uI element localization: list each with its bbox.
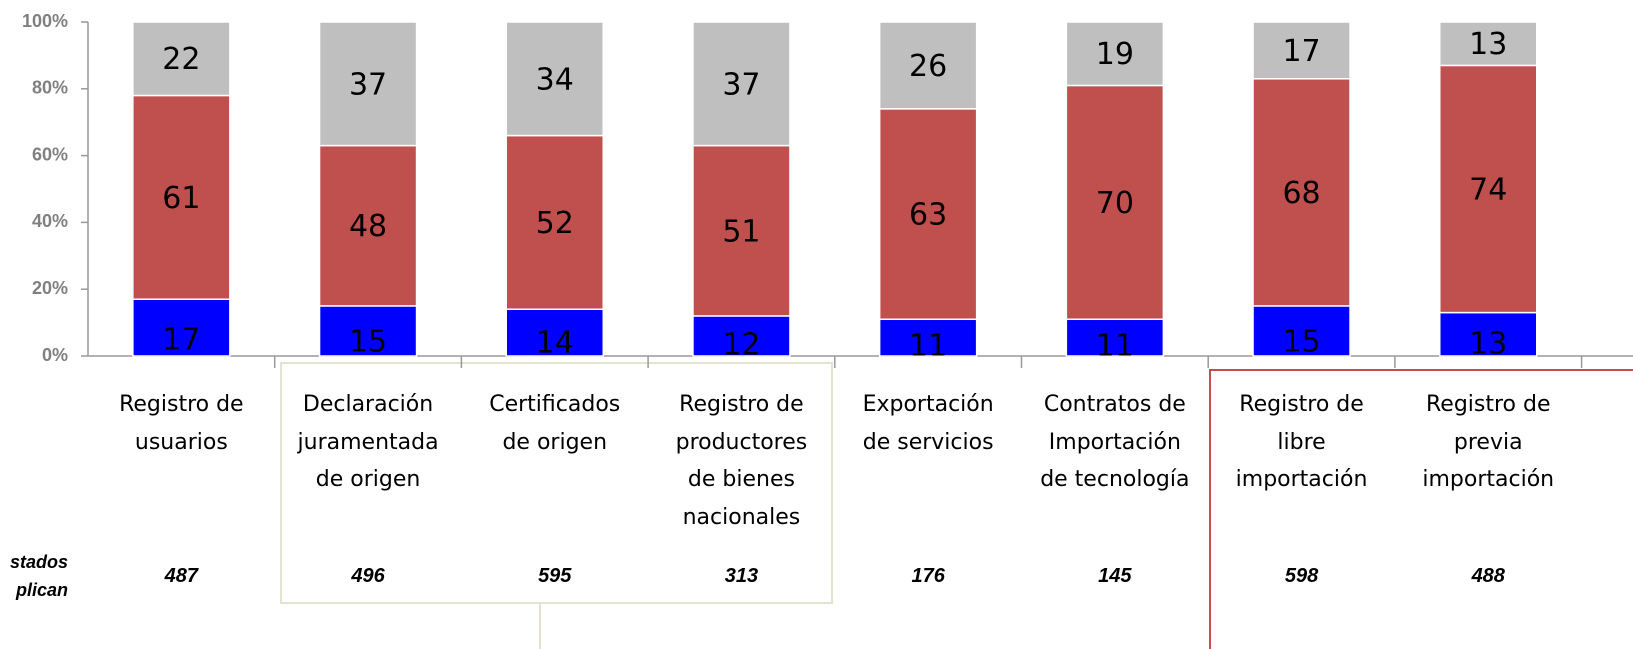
data-label: 17 (162, 322, 200, 357)
bar-segment (1439, 311, 1538, 357)
data-label: 68 (1282, 176, 1320, 211)
bar-segment (318, 21, 418, 147)
count-label: 496 (351, 565, 385, 587)
count-label: 313 (724, 565, 759, 587)
x-tick-label: Registro de usuarios (119, 392, 244, 455)
row-label: stados plican (9, 552, 68, 600)
highlight-box (1209, 369, 1633, 649)
data-label: 34 (536, 62, 574, 97)
x-tick-label: Registro de previa importación (1422, 392, 1555, 492)
data-label: 14 (536, 325, 574, 360)
data-label: 51 (722, 214, 760, 249)
y-tick-label: 60% (32, 144, 68, 164)
bar-segment (692, 315, 791, 357)
data-label: 11 (1096, 328, 1134, 363)
x-tick-label: Registro de productores de bienes nacion… (675, 392, 808, 530)
data-label: 17 (1282, 34, 1320, 69)
data-label: 13 (1469, 27, 1507, 62)
count-label: 487 (164, 565, 199, 587)
bar-segment (1252, 21, 1351, 80)
x-tick-label: Contratos de Importación de tecnología (1040, 392, 1190, 492)
count-label: 145 (1098, 565, 1132, 587)
y-tick-label: 100% (22, 11, 68, 31)
bar-segment (318, 305, 418, 357)
data-label: 19 (1096, 37, 1134, 72)
data-label: 13 (1469, 326, 1507, 361)
bar-segment (1065, 21, 1165, 87)
group-box (280, 362, 833, 604)
x-tick-label: Declaración juramentada de origen (297, 392, 439, 492)
bar-segment (878, 108, 978, 321)
bar-segment (132, 94, 231, 300)
count-label: 488 (1471, 565, 1505, 587)
bar-segment (1439, 21, 1538, 67)
data-label: 74 (1469, 173, 1507, 208)
bar-segment (505, 308, 604, 357)
bar-segment (1252, 305, 1351, 357)
bar-segment (505, 134, 604, 310)
bar-segment (692, 144, 791, 317)
y-tick-label: 0% (42, 345, 68, 365)
data-label: 15 (349, 324, 387, 359)
y-tick-label: 20% (32, 278, 68, 298)
count-label: 176 (911, 565, 945, 587)
data-label: 37 (349, 67, 387, 102)
data-label: 26 (909, 49, 947, 84)
bar-segment (1252, 78, 1351, 307)
y-tick-label: 80% (32, 78, 68, 98)
data-label: 37 (722, 67, 760, 102)
bar-segment (1439, 64, 1538, 314)
bar-segment (878, 21, 978, 110)
data-label: 12 (722, 327, 760, 362)
data-label: 52 (536, 206, 574, 241)
data-label: 70 (1096, 186, 1134, 221)
bar-segment (132, 21, 231, 97)
data-label: 15 (1282, 324, 1320, 359)
data-label: 61 (162, 181, 200, 216)
x-tick-label: Certificados de origen (489, 392, 621, 455)
data-label: 63 (909, 198, 947, 233)
count-label: 598 (1284, 565, 1319, 587)
x-tick-label: Registro de libre importación (1235, 392, 1368, 492)
data-label: 48 (349, 209, 387, 244)
x-tick-label: Exportación de servicios (862, 392, 994, 455)
count-label: 595 (538, 565, 572, 587)
bar-segment (1065, 318, 1165, 357)
bar-segment (692, 21, 791, 147)
data-label: 22 (162, 42, 200, 77)
bar-segment (318, 144, 418, 307)
bar-segment (505, 21, 604, 137)
y-tick-label: 40% (32, 211, 68, 231)
bar-segment (1065, 84, 1165, 321)
data-label: 11 (909, 328, 947, 363)
bar-segment (878, 318, 978, 357)
